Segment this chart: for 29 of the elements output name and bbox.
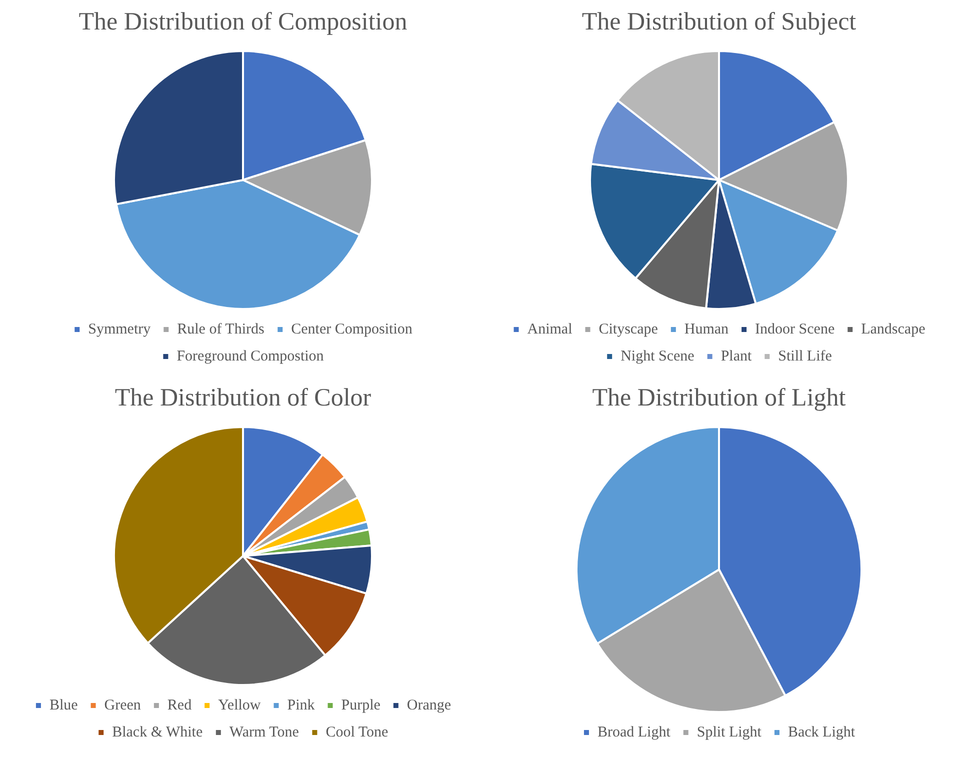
legend-label: Red (167, 697, 192, 714)
legend-label: Purple (341, 697, 381, 714)
legend-label: Foreground Compostion (176, 348, 324, 364)
legend-label: Green (104, 697, 142, 714)
legend-label: Warm Tone (229, 724, 300, 740)
chart-title: The Distribution of Light (592, 384, 846, 412)
legend-label: Black & White (112, 724, 203, 740)
legend-label: Symmetry (88, 321, 152, 338)
legend-label: Center Composition (291, 321, 413, 338)
chart-title: The Distribution of Composition (78, 8, 408, 36)
legend-label: Yellow (218, 697, 261, 714)
legend-label: Cool Tone (326, 724, 388, 740)
legend-label: Blue (49, 697, 78, 714)
legend-label: Plant (720, 348, 752, 364)
legend-label: Rule of Thirds (177, 321, 265, 338)
legend-label: Night Scene (620, 348, 695, 364)
legend-label: Split Light (696, 724, 762, 740)
legend-label: Cityscape (598, 321, 658, 338)
legend-label: Orange (406, 697, 452, 714)
legend-label: Animal (527, 321, 572, 338)
legend-label: Still Life (778, 348, 832, 364)
chart-title: The Distribution of Subject (582, 8, 856, 36)
chart-title: The Distribution of Color (114, 384, 372, 412)
legend-label: Indoor Scene (755, 321, 835, 338)
legend-label: Human (684, 321, 730, 338)
legend-label: Back Light (788, 724, 856, 740)
legend-label: Landscape (861, 321, 926, 338)
legend-label: Pink (287, 697, 316, 714)
legend-label: Broad Light (597, 724, 672, 740)
